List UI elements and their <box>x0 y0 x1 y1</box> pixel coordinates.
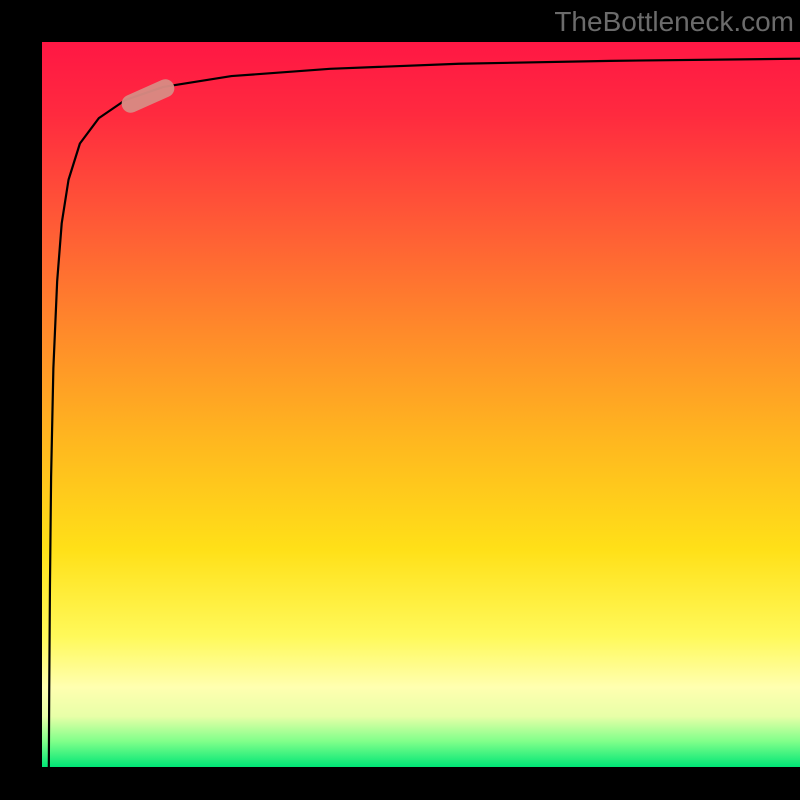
bottleneck-curve <box>49 59 800 767</box>
curve-layer <box>42 42 800 767</box>
plot-area <box>42 42 800 767</box>
chart-stage: TheBottleneck.com <box>0 0 800 800</box>
watermark-text: TheBottleneck.com <box>554 6 794 38</box>
